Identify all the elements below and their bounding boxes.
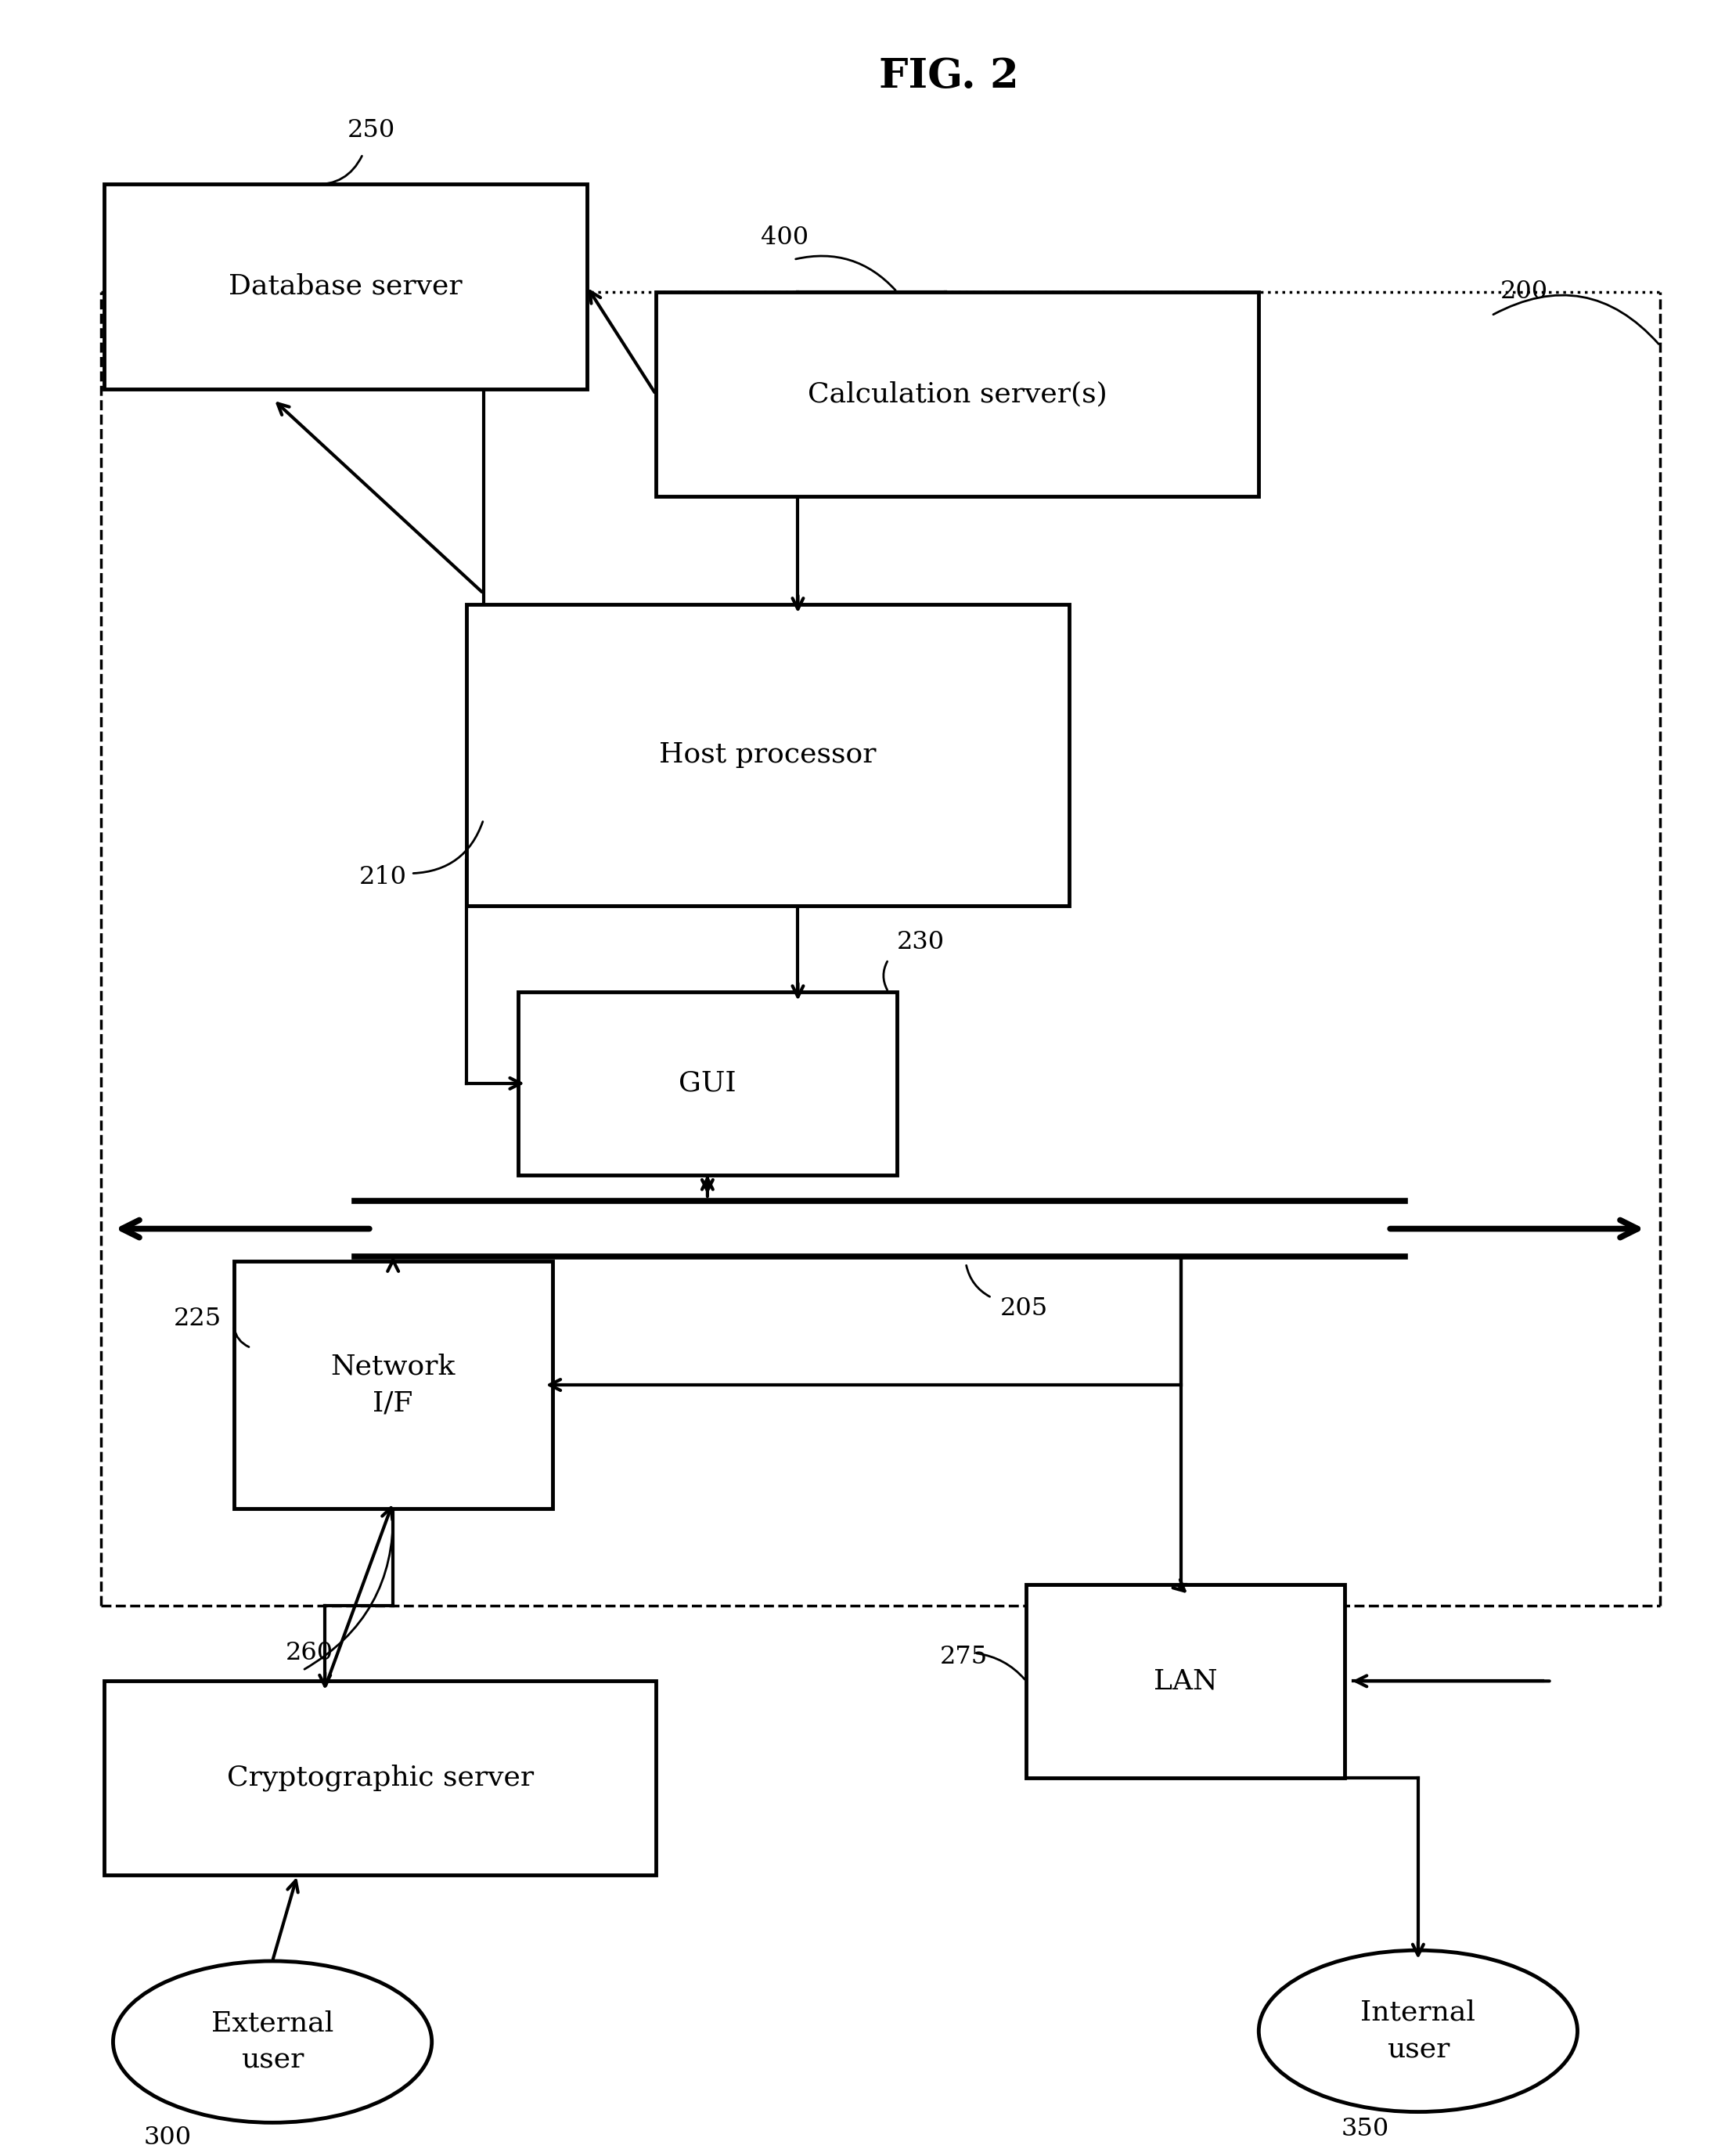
Text: 300: 300 [145, 2126, 191, 2150]
Text: Calculation server(s): Calculation server(s) [807, 382, 1107, 407]
Text: LAN: LAN [1154, 1669, 1218, 1695]
Text: 275: 275 [940, 1645, 988, 1669]
Text: 260: 260 [285, 1641, 333, 1664]
Bar [655, 291, 1259, 496]
Bar [466, 604, 1070, 906]
Bar [233, 1261, 552, 1509]
Text: 200: 200 [1501, 280, 1547, 304]
Text: 400: 400 [761, 226, 809, 250]
Text: Network
I/F: Network I/F [331, 1354, 455, 1416]
Text: FIG. 2: FIG. 2 [878, 56, 1018, 97]
Bar [517, 992, 897, 1175]
Text: Cryptographic server: Cryptographic server [226, 1764, 533, 1792]
Text: 350: 350 [1342, 2117, 1389, 2141]
Text: External
user: External user [210, 2009, 333, 2074]
Bar [105, 183, 586, 388]
Text: Internal
user: Internal user [1361, 1999, 1475, 2063]
Text: 210: 210 [359, 865, 407, 890]
Text: 225: 225 [174, 1307, 221, 1330]
Text: Host processor: Host processor [659, 742, 876, 768]
Text: 230: 230 [897, 929, 945, 955]
Text: 250: 250 [347, 119, 395, 142]
Text: 205: 205 [1000, 1296, 1049, 1319]
Bar [1026, 1585, 1345, 1779]
Ellipse shape [114, 1962, 431, 2124]
Text: GUI: GUI [678, 1069, 737, 1097]
Text: Database server: Database server [229, 274, 462, 300]
Ellipse shape [1259, 1951, 1577, 2113]
Bar [105, 1682, 655, 1876]
